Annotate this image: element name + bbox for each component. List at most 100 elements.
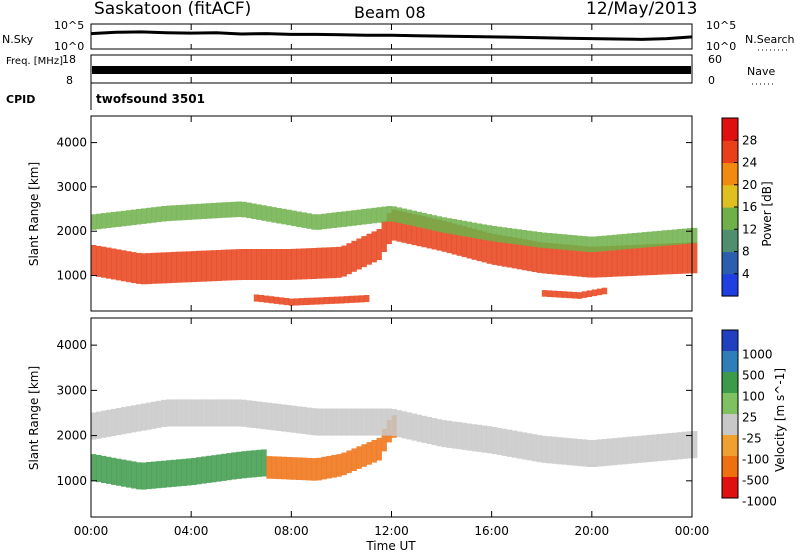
- freq-tick-top: 18: [62, 53, 76, 66]
- band-0-cell: [331, 247, 337, 279]
- band-1-cell: [561, 234, 568, 250]
- band-1-cell: [96, 213, 102, 230]
- band-0-cell: [631, 244, 638, 276]
- band-0-cell: [246, 450, 252, 478]
- band-2-cell: [376, 408, 382, 436]
- time-x-ticks: 00:00 04:00 08:00 12:00 16:00 20:00 00:00: [74, 24, 709, 538]
- band-1-cell: [316, 457, 322, 481]
- band-1-cell: [616, 234, 623, 250]
- band-1-cell: [656, 230, 663, 247]
- band-1-cell: [536, 232, 543, 248]
- band-0-cell: [526, 240, 533, 272]
- band-2-cell: [636, 435, 643, 463]
- band-1-cell: [682, 228, 688, 245]
- band-1-cell: [416, 211, 422, 228]
- band-1-cell: [351, 448, 357, 471]
- band-0-cell: [396, 210, 402, 242]
- power-colorbar-swatch: [722, 251, 738, 275]
- band-2-cell: [323, 297, 330, 305]
- band-0-cell: [441, 220, 447, 252]
- band-0-cell: [176, 459, 182, 487]
- band-0-cell: [196, 250, 202, 282]
- band-0-cell: [91, 454, 97, 482]
- band-1-cell: [246, 202, 252, 219]
- y-tick-label: 1000: [56, 474, 87, 488]
- band-0-cell: [201, 250, 207, 282]
- nave-label: Nave: [747, 65, 775, 78]
- velocity-colorbar-label: 25: [742, 411, 757, 425]
- band-0-cell: [231, 452, 237, 480]
- band-2-cell: [353, 295, 360, 303]
- band-0-cell: [226, 453, 232, 481]
- velocity-colorbar-label: -500: [742, 474, 769, 488]
- band-2-cell: [276, 403, 282, 431]
- band-0-cell: [241, 249, 247, 280]
- band-0-cell: [156, 252, 162, 284]
- band-0-cell: [476, 230, 482, 262]
- band-0-cell: [296, 248, 302, 280]
- band-2-cell: [416, 414, 422, 442]
- band-1-cell: [476, 223, 482, 239]
- band-1-cell: [401, 208, 407, 224]
- band-0-cell: [606, 246, 613, 277]
- band-2-cell: [581, 439, 588, 467]
- band-0-cell: [641, 244, 648, 276]
- band-3-cell: [591, 289, 598, 297]
- band-0-cell: [692, 242, 698, 274]
- band-2-cell: [364, 295, 370, 303]
- band-2-cell: [96, 411, 102, 439]
- band-0-cell: [131, 252, 137, 284]
- band-2-cell: [283, 298, 290, 306]
- band-0-cell: [206, 250, 212, 282]
- y-tick-label: 3000: [56, 383, 87, 397]
- band-0-cell: [371, 231, 377, 263]
- band-2-cell: [351, 408, 357, 436]
- band-3-cell: [561, 291, 568, 298]
- band-1-cell: [516, 229, 523, 245]
- y-tick-label: 2000: [56, 224, 87, 238]
- band-0-cell: [266, 249, 272, 280]
- band-0-cell: [156, 461, 162, 489]
- band-1-cell: [301, 212, 307, 228]
- band-2-cell: [116, 408, 122, 436]
- power-colorbar-label: 20: [742, 178, 757, 192]
- band-0-cell: [256, 449, 262, 477]
- band-1-cell: [521, 230, 528, 246]
- band-0-cell: [656, 243, 663, 275]
- band-1-cell: [106, 212, 112, 228]
- band-0-cell: [516, 238, 523, 270]
- band-0-cell: [386, 213, 392, 245]
- velocity-colorbar-label: 500: [742, 369, 765, 383]
- band-1-cell: [326, 455, 332, 479]
- noise-right-tick-bottom: 10^0: [706, 40, 736, 53]
- band-2-cell: [313, 297, 320, 305]
- band-0-cell: [611, 245, 618, 277]
- band-2-cell: [321, 408, 327, 436]
- band-0-cell: [466, 227, 472, 259]
- band-1-cell: [692, 227, 698, 244]
- band-2-cell: [141, 403, 147, 431]
- band-2-cell: [331, 408, 337, 436]
- band-2-cell: [156, 400, 162, 428]
- band-2-cell: [421, 415, 427, 443]
- band-0-cell: [141, 462, 147, 490]
- band-2-cell: [131, 405, 137, 433]
- band-1-cell: [621, 233, 628, 250]
- band-2-cell: [491, 427, 498, 455]
- band-2-cell: [682, 431, 688, 459]
- band-2-cell: [441, 420, 447, 448]
- velocity-colorbar-label: -25: [742, 432, 762, 446]
- band-2-cell: [333, 296, 340, 304]
- band-1-cell: [101, 213, 107, 229]
- band-2-cell: [326, 408, 332, 436]
- band-2-cell: [466, 423, 472, 451]
- band-3-cell: [551, 290, 558, 298]
- band-1-cell: [611, 234, 618, 251]
- band-0-cell: [136, 462, 142, 490]
- band-2-cell: [591, 439, 598, 467]
- band-0-cell: [111, 457, 117, 485]
- band-0-cell: [626, 245, 633, 277]
- band-0-cell: [341, 245, 347, 277]
- band-0-cell: [251, 450, 257, 478]
- cpid-label: CPID: [6, 93, 35, 106]
